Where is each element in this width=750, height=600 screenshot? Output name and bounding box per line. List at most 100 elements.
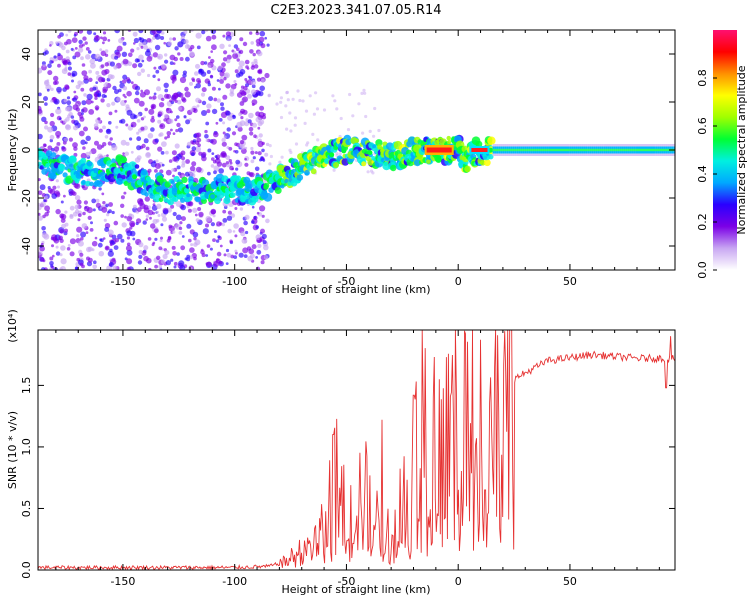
noise-blob — [150, 223, 156, 229]
noise-blob — [80, 139, 86, 145]
noise-blob — [148, 96, 152, 100]
noise-blob — [143, 41, 147, 45]
noise-blob — [107, 39, 111, 42]
noise-blob — [111, 101, 116, 106]
noise-blob — [203, 61, 208, 65]
ridge-blob — [41, 168, 48, 175]
noise-blob — [96, 144, 103, 150]
noise-blob — [49, 134, 55, 140]
noise-blob — [279, 100, 283, 104]
noise-blob — [130, 121, 137, 128]
noise-blob — [136, 119, 141, 123]
noise-blob — [146, 38, 152, 43]
noise-blob — [366, 170, 370, 174]
ridge-core — [659, 148, 662, 152]
ridge-blob — [177, 194, 183, 199]
noise-blob — [132, 31, 138, 37]
colorbar: 0.0 0.2 0.4 0.6 0.8 Normalized spectral ampl… — [696, 30, 748, 279]
x-tick-label: 50 — [563, 275, 577, 288]
ridge-core — [657, 148, 660, 152]
noise-blob — [124, 215, 127, 219]
noise-blob — [167, 41, 173, 47]
noise-blob — [265, 218, 270, 224]
noise-blob — [151, 30, 158, 34]
noise-blob — [38, 178, 41, 182]
noise-blob — [193, 133, 198, 138]
noise-blob — [159, 239, 163, 243]
noise-blob — [172, 156, 178, 162]
noise-blob — [239, 69, 246, 75]
noise-blob — [44, 205, 50, 212]
noise-blob — [172, 251, 177, 256]
noise-blob — [38, 202, 41, 207]
noise-blob — [200, 92, 206, 97]
ridge-blob — [296, 174, 304, 181]
noise-blob — [71, 79, 74, 83]
noise-blob — [174, 143, 180, 149]
noise-blob — [167, 235, 172, 240]
noise-blob — [175, 201, 182, 207]
ridge-core — [641, 148, 644, 152]
noise-blob — [184, 91, 191, 98]
noise-blob — [232, 230, 236, 233]
noise-blob — [132, 237, 136, 241]
noise-blob — [239, 139, 245, 145]
noise-blob — [188, 238, 192, 243]
noise-blob — [200, 60, 205, 66]
noise-blob — [168, 118, 174, 124]
noise-blob — [60, 266, 66, 270]
noise-blob — [208, 56, 211, 59]
noise-blob — [146, 55, 153, 62]
noise-blob — [304, 109, 309, 113]
noise-blob — [196, 45, 201, 50]
noise-blob — [79, 252, 84, 257]
noise-blob — [133, 42, 136, 45]
noise-blob — [94, 53, 101, 60]
y-tick-label: 0 — [20, 147, 33, 154]
noise-blob — [84, 41, 88, 45]
noise-blob — [99, 48, 103, 52]
noise-blob — [157, 53, 163, 60]
noise-blob — [230, 254, 235, 259]
noise-blob — [201, 110, 207, 116]
noise-blob — [107, 229, 114, 236]
noise-blob — [138, 30, 144, 34]
ridge-blob — [186, 193, 191, 198]
noise-blob — [195, 218, 200, 223]
noise-blob — [312, 112, 316, 116]
noise-blob — [77, 240, 84, 247]
y-tick-label: -40 — [20, 237, 33, 255]
noise-blob — [236, 121, 243, 128]
noise-blob — [259, 205, 266, 212]
ridge-blob — [85, 180, 91, 187]
noise-blob — [176, 115, 180, 119]
noise-blob — [180, 245, 186, 251]
noise-blob — [144, 107, 148, 112]
noise-blob — [251, 205, 255, 209]
noise-blob — [364, 114, 368, 119]
noise-blob — [97, 242, 103, 248]
noise-blob — [180, 204, 186, 211]
colorbar-ticks: 0.0 0.2 0.4 0.6 0.8 — [696, 69, 717, 279]
ridge-blob — [134, 164, 140, 169]
noise-blob — [210, 74, 213, 78]
noise-blob — [83, 205, 90, 212]
noise-blob — [250, 89, 257, 95]
noise-blob — [40, 257, 45, 262]
noise-blob — [137, 62, 143, 68]
noise-blob — [152, 95, 157, 100]
noise-blob — [136, 145, 142, 151]
noise-blob — [172, 174, 175, 178]
noise-blob — [73, 90, 77, 94]
noise-blob — [68, 137, 73, 142]
noise-blob — [103, 218, 107, 222]
noise-blob — [301, 99, 305, 103]
noise-blob — [257, 243, 262, 249]
ridge-core — [492, 148, 495, 152]
noise-blob — [90, 100, 94, 104]
y-tick-label: 0.0 — [20, 561, 33, 579]
noise-blob — [234, 249, 238, 253]
noise-blob — [141, 143, 146, 149]
noise-blob — [191, 161, 197, 167]
noise-blob — [286, 98, 290, 102]
